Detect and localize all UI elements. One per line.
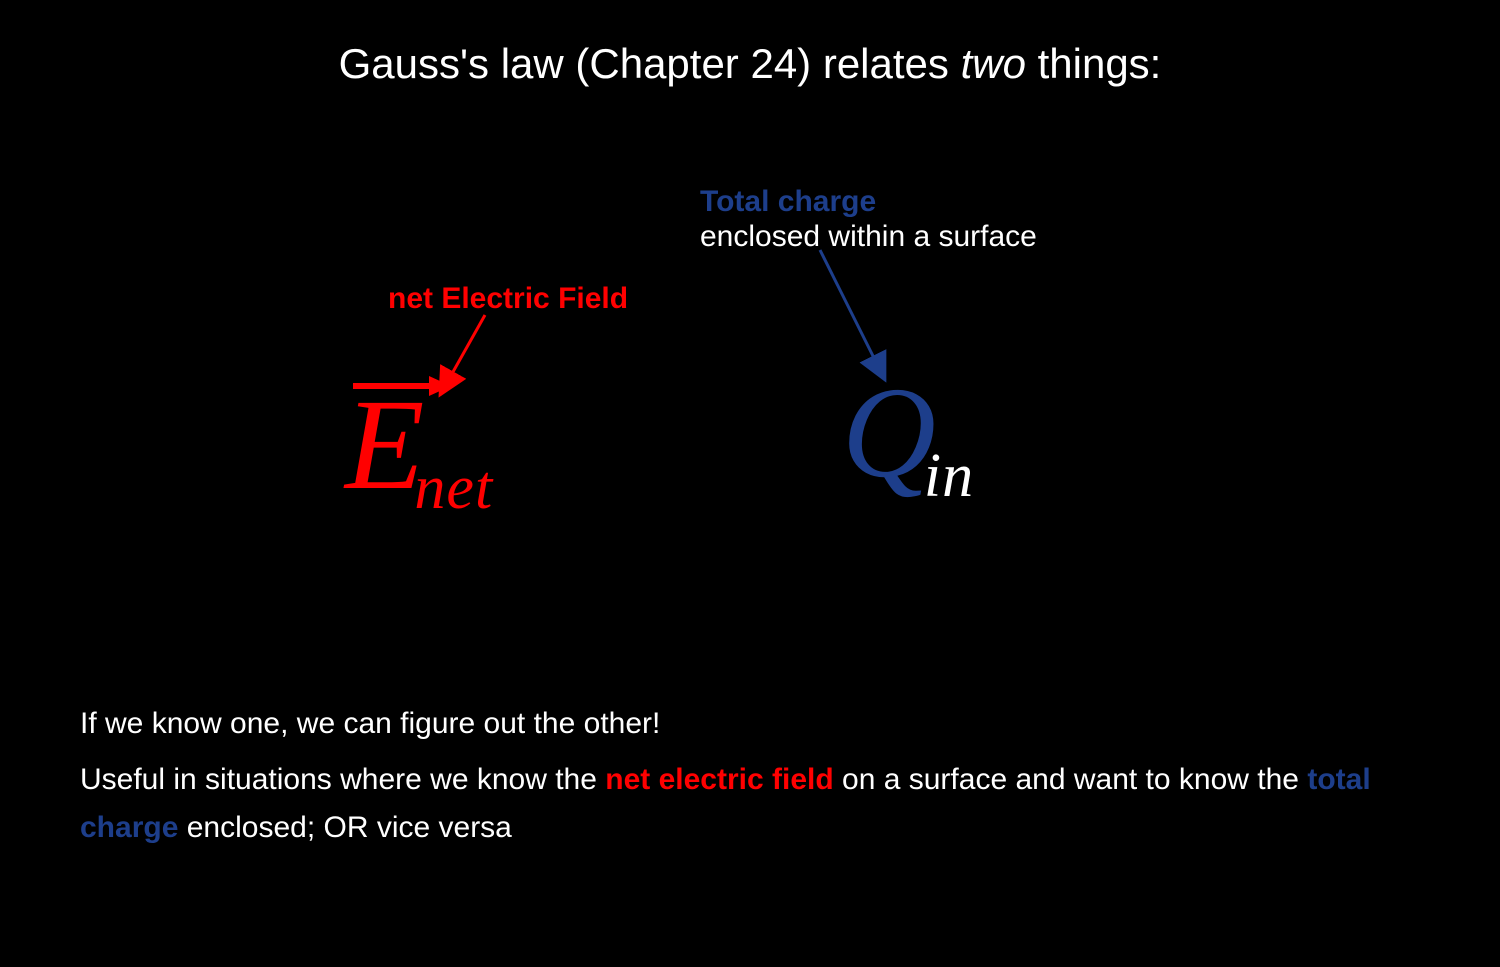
vector-arrow-icon [345, 354, 455, 404]
q-subscript: in [924, 442, 974, 510]
bottom-line1: If we know one, we can figure out the ot… [80, 700, 1420, 748]
q-letter: Q [842, 361, 936, 505]
slide-title: Gauss's law (Chapter 24) relates two thi… [0, 40, 1500, 88]
slide-stage: Gauss's law (Chapter 24) relates two thi… [0, 0, 1500, 967]
q-symbol: Qin [842, 368, 1042, 498]
enet-label: net Electric Field [388, 282, 628, 316]
enet-symbol: Enet [345, 380, 605, 580]
bt2-pre: Useful in situations where we know the [80, 763, 605, 796]
bt2-post: enclosed; OR vice versa [178, 811, 511, 844]
bt2-red: net electric field [605, 763, 833, 796]
enet-subscript: net [414, 454, 493, 522]
totalcharge-label: Total charge [700, 185, 876, 219]
bottom-text: If we know one, we can figure out the ot… [80, 700, 1420, 852]
bt2-mid: on a surface and want to know the [834, 763, 1308, 796]
title-prefix: Gauss's law (Chapter 24) relates [339, 40, 961, 87]
enclosed-label: enclosed within a surface [700, 220, 1037, 254]
title-suffix: things: [1026, 40, 1161, 87]
title-em: two [961, 40, 1026, 87]
bottom-line2: Useful in situations where we know the n… [80, 756, 1420, 852]
